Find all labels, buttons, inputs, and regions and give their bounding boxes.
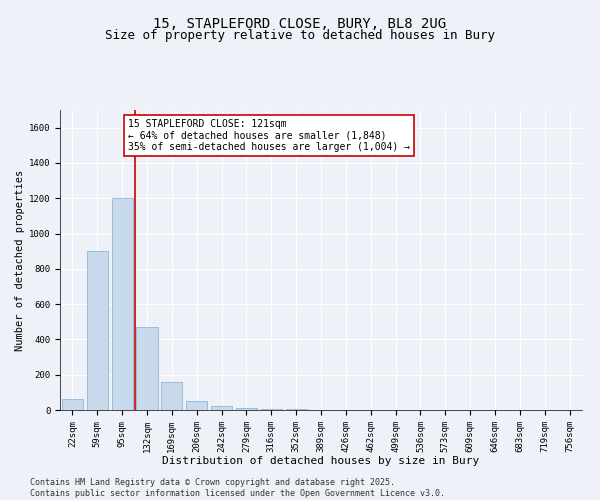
X-axis label: Distribution of detached houses by size in Bury: Distribution of detached houses by size … <box>163 456 479 466</box>
Bar <box>261 409 282 410</box>
Text: 15, STAPLEFORD CLOSE, BURY, BL8 2UG: 15, STAPLEFORD CLOSE, BURY, BL8 2UG <box>154 18 446 32</box>
Bar <box>112 198 133 410</box>
Bar <box>87 251 108 410</box>
Text: Contains HM Land Registry data © Crown copyright and database right 2025.
Contai: Contains HM Land Registry data © Crown c… <box>30 478 445 498</box>
Text: Size of property relative to detached houses in Bury: Size of property relative to detached ho… <box>105 29 495 42</box>
Bar <box>136 327 158 410</box>
Bar <box>211 406 232 410</box>
Bar <box>236 408 257 410</box>
Bar <box>186 401 207 410</box>
Text: 15 STAPLEFORD CLOSE: 121sqm
← 64% of detached houses are smaller (1,848)
35% of : 15 STAPLEFORD CLOSE: 121sqm ← 64% of det… <box>128 119 410 152</box>
Bar <box>286 409 307 410</box>
Bar <box>62 400 83 410</box>
Bar <box>161 382 182 410</box>
Y-axis label: Number of detached properties: Number of detached properties <box>14 170 25 350</box>
